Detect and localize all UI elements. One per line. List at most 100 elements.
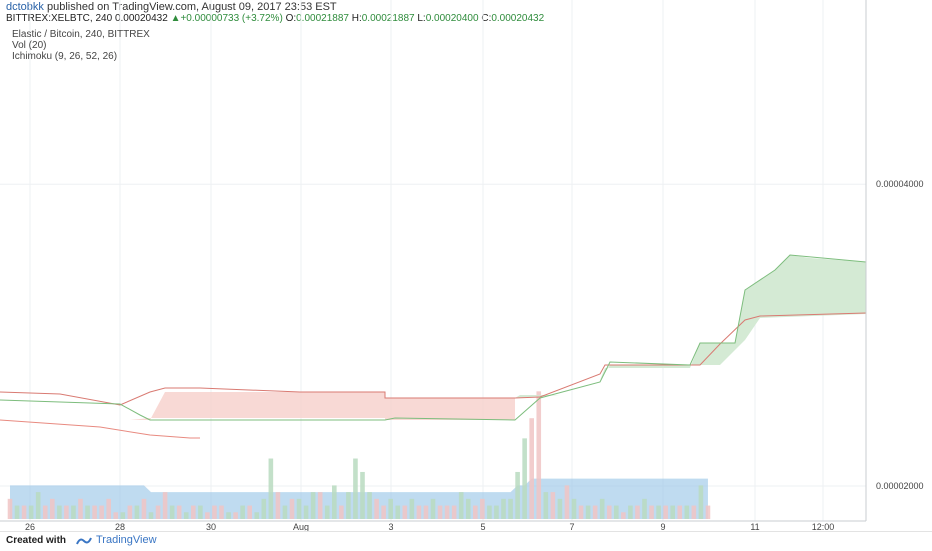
legend-ichimoku: Ichimoku (9, 26, 52, 26) — [12, 51, 117, 62]
volume-bar — [247, 505, 252, 519]
cloud-green — [515, 255, 866, 398]
volume-bar — [28, 505, 34, 519]
volume-bar — [120, 512, 126, 519]
volume-bar — [656, 505, 661, 519]
volume-bar — [99, 505, 104, 519]
volume-bar — [42, 505, 48, 519]
volume-bar — [451, 505, 457, 519]
open-label: O: — [285, 13, 297, 24]
volume-bar — [14, 505, 20, 519]
volume-bar — [275, 492, 281, 519]
x-tick-label: 28 — [115, 522, 125, 531]
footer-brand[interactable]: TradingView — [96, 534, 157, 546]
volume-bar — [134, 505, 140, 519]
volume-bar — [402, 505, 408, 519]
author-link[interactable]: dctobkk — [6, 1, 44, 13]
volume-bar — [465, 498, 471, 519]
volume-bar — [7, 498, 13, 519]
volume-bar — [198, 505, 203, 519]
volume-bar — [353, 458, 358, 519]
volume-bar — [515, 471, 520, 519]
volume-bar — [529, 418, 534, 519]
y-tick-label: 0.00002000 — [876, 481, 924, 491]
volume-bar — [444, 505, 450, 519]
price-chart[interactable]: 0(0.00017848)0.236(0.00019205)0.382(0.00… — [0, 0, 932, 531]
volume-bar — [205, 512, 210, 519]
volume-bar — [162, 492, 168, 519]
volume-bar — [557, 498, 563, 519]
volume-bar — [183, 512, 189, 519]
volume-bar — [642, 498, 647, 519]
volume-bar — [332, 485, 337, 519]
volume-bar — [501, 498, 506, 519]
volume-bar — [35, 492, 41, 519]
volume-bar — [473, 505, 478, 519]
x-tick-label: 26 — [25, 522, 35, 531]
axes: 0.000020000.000040000.000060000.00008000… — [0, 0, 924, 531]
volume-bar — [57, 505, 62, 519]
volume-bar — [191, 505, 196, 519]
volume-bar — [508, 498, 513, 519]
price-change: +0.00000733 (+3.72%) — [180, 13, 283, 24]
low-value: 0.00020400 — [425, 13, 479, 24]
volume-bar — [635, 505, 640, 519]
volume-bar — [458, 492, 464, 519]
volume-bar — [155, 505, 161, 519]
volume-bar — [339, 505, 344, 519]
volume-bar — [176, 505, 182, 519]
volume-bar — [141, 498, 147, 519]
high-label: H: — [351, 13, 362, 24]
tradingview-logo-icon — [76, 537, 92, 545]
volume-bar — [226, 512, 231, 519]
footer-created: Created with — [6, 535, 67, 546]
ichimoku-cloud — [0, 254, 867, 439]
volume-bar — [113, 512, 119, 519]
volume-bar — [437, 505, 443, 519]
x-tick-label: Aug — [293, 522, 309, 531]
volume-bar — [367, 492, 372, 519]
volume-bar — [494, 505, 499, 519]
publish-header: dctobkk published on TradingView.com, Au… — [6, 1, 337, 13]
volume-bar — [50, 498, 55, 519]
close-label: C: — [481, 13, 492, 24]
volume-bar — [92, 505, 97, 519]
volume-bar — [416, 505, 422, 519]
volume-bar — [78, 498, 83, 519]
volume-bar — [487, 505, 492, 519]
volume-bar — [698, 485, 704, 519]
volume-bar — [409, 498, 415, 519]
volume-bar — [684, 505, 690, 519]
volume-bar — [585, 505, 591, 519]
volume-bar — [289, 498, 295, 519]
volume-bar — [71, 505, 76, 519]
chikou-line — [0, 419, 200, 439]
volume-bar — [705, 505, 711, 519]
volume-bar — [564, 485, 570, 519]
x-tick-label: 11 — [750, 522, 759, 531]
volume-bar — [324, 505, 330, 519]
volume-bar — [282, 505, 288, 519]
y-tick-label: 0.00004000 — [876, 179, 924, 189]
x-tick-label: 30 — [206, 522, 216, 531]
volume-bar — [543, 492, 549, 519]
x-tick-label: 5 — [480, 522, 485, 531]
kijun-line — [0, 312, 867, 406]
volume-bar — [649, 505, 654, 519]
x-tick-label: 3 — [388, 522, 393, 531]
volume-bar — [663, 505, 668, 519]
volume-bar — [374, 498, 379, 519]
volume-bar — [240, 505, 245, 519]
volume-bar — [691, 505, 697, 519]
volume-bar — [303, 505, 309, 519]
close-value: 0.00020432 — [491, 13, 545, 24]
grid — [0, 0, 866, 521]
volume-bar — [423, 505, 429, 519]
volume-bar — [599, 498, 605, 519]
volume-bar — [268, 458, 274, 519]
volume-bar — [254, 512, 260, 519]
x-tick-label: 12:00 — [812, 522, 835, 531]
low-label: L: — [417, 13, 426, 24]
volume-bar — [536, 391, 542, 519]
volume-bar — [219, 505, 224, 519]
volume-bar — [310, 492, 316, 519]
